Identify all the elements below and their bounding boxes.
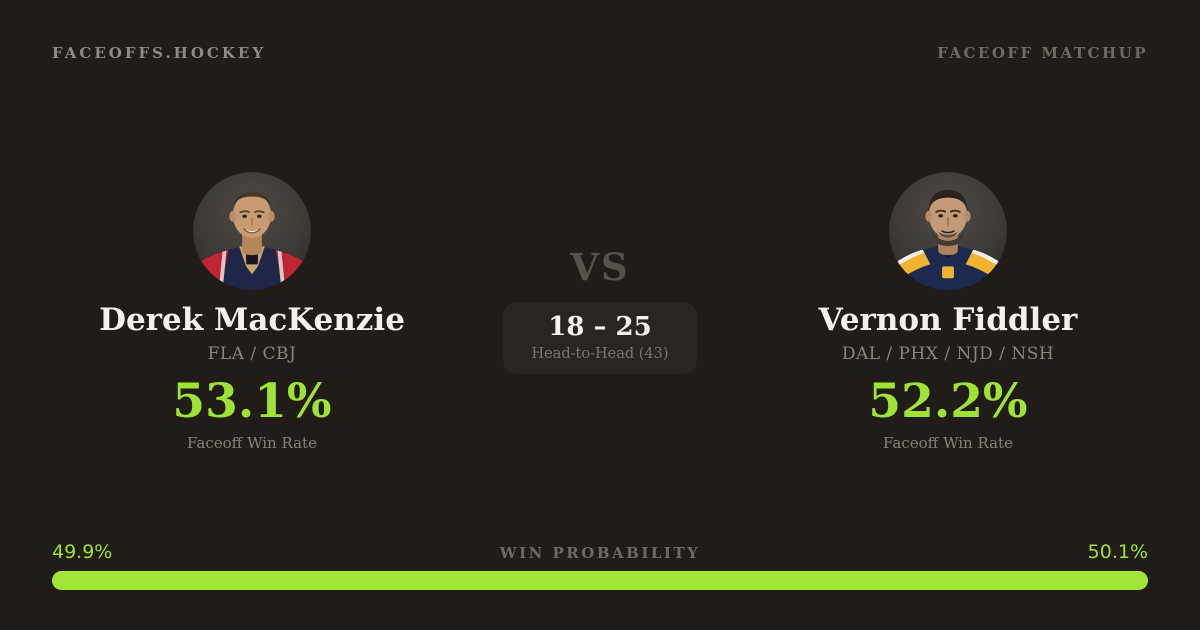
win-probability-left-value: 49.9% bbox=[52, 541, 113, 563]
player-right-teams: DAL / PHX / NJD / NSH bbox=[841, 344, 1055, 365]
player-left: Derek MacKenzie FLA / CBJ 53.1% Faceoff … bbox=[52, 172, 452, 452]
player-right-headshot bbox=[889, 172, 1007, 290]
player-right: Vernon Fiddler DAL / PHX / NJD / NSH 52.… bbox=[748, 172, 1148, 452]
page-label: FACEOFF MATCHUP bbox=[937, 44, 1148, 62]
win-probability-bar-left-segment bbox=[52, 571, 599, 590]
head-to-head-label: Head-to-Head (43) bbox=[531, 345, 669, 362]
player-left-winrate: 53.1% bbox=[172, 374, 332, 430]
win-probability-title: WIN PROBABILITY bbox=[499, 544, 701, 562]
head-to-head-box: 18 – 25 Head-to-Head (43) bbox=[503, 302, 697, 374]
player-left-headshot-illustration bbox=[193, 172, 311, 290]
header: FACEOFFS.HOCKEY FACEOFF MATCHUP bbox=[52, 44, 1148, 62]
win-probability-bar-right-segment bbox=[598, 571, 1148, 590]
site-logo: FACEOFFS.HOCKEY bbox=[52, 44, 267, 62]
win-probability-labels: 49.9% WIN PROBABILITY 50.1% bbox=[52, 541, 1148, 563]
player-left-teams: FLA / CBJ bbox=[207, 344, 297, 365]
head-to-head-score: 18 – 25 bbox=[548, 312, 652, 342]
win-probability-bar bbox=[52, 571, 1148, 590]
players-row: Derek MacKenzie FLA / CBJ 53.1% Faceoff … bbox=[52, 172, 1148, 452]
player-left-winrate-label: Faceoff Win Rate bbox=[187, 434, 317, 453]
player-right-headshot-illustration bbox=[889, 172, 1007, 290]
player-right-winrate-label: Faceoff Win Rate bbox=[883, 434, 1013, 453]
vs-label: VS bbox=[570, 245, 630, 289]
matchup-center: VS 18 – 25 Head-to-Head (43) bbox=[452, 172, 748, 374]
player-left-name: Derek MacKenzie bbox=[99, 302, 405, 338]
player-left-headshot bbox=[193, 172, 311, 290]
player-right-name: Vernon Fiddler bbox=[818, 302, 1078, 338]
win-probability-right-value: 50.1% bbox=[1087, 541, 1148, 563]
player-right-winrate: 52.2% bbox=[868, 374, 1028, 430]
